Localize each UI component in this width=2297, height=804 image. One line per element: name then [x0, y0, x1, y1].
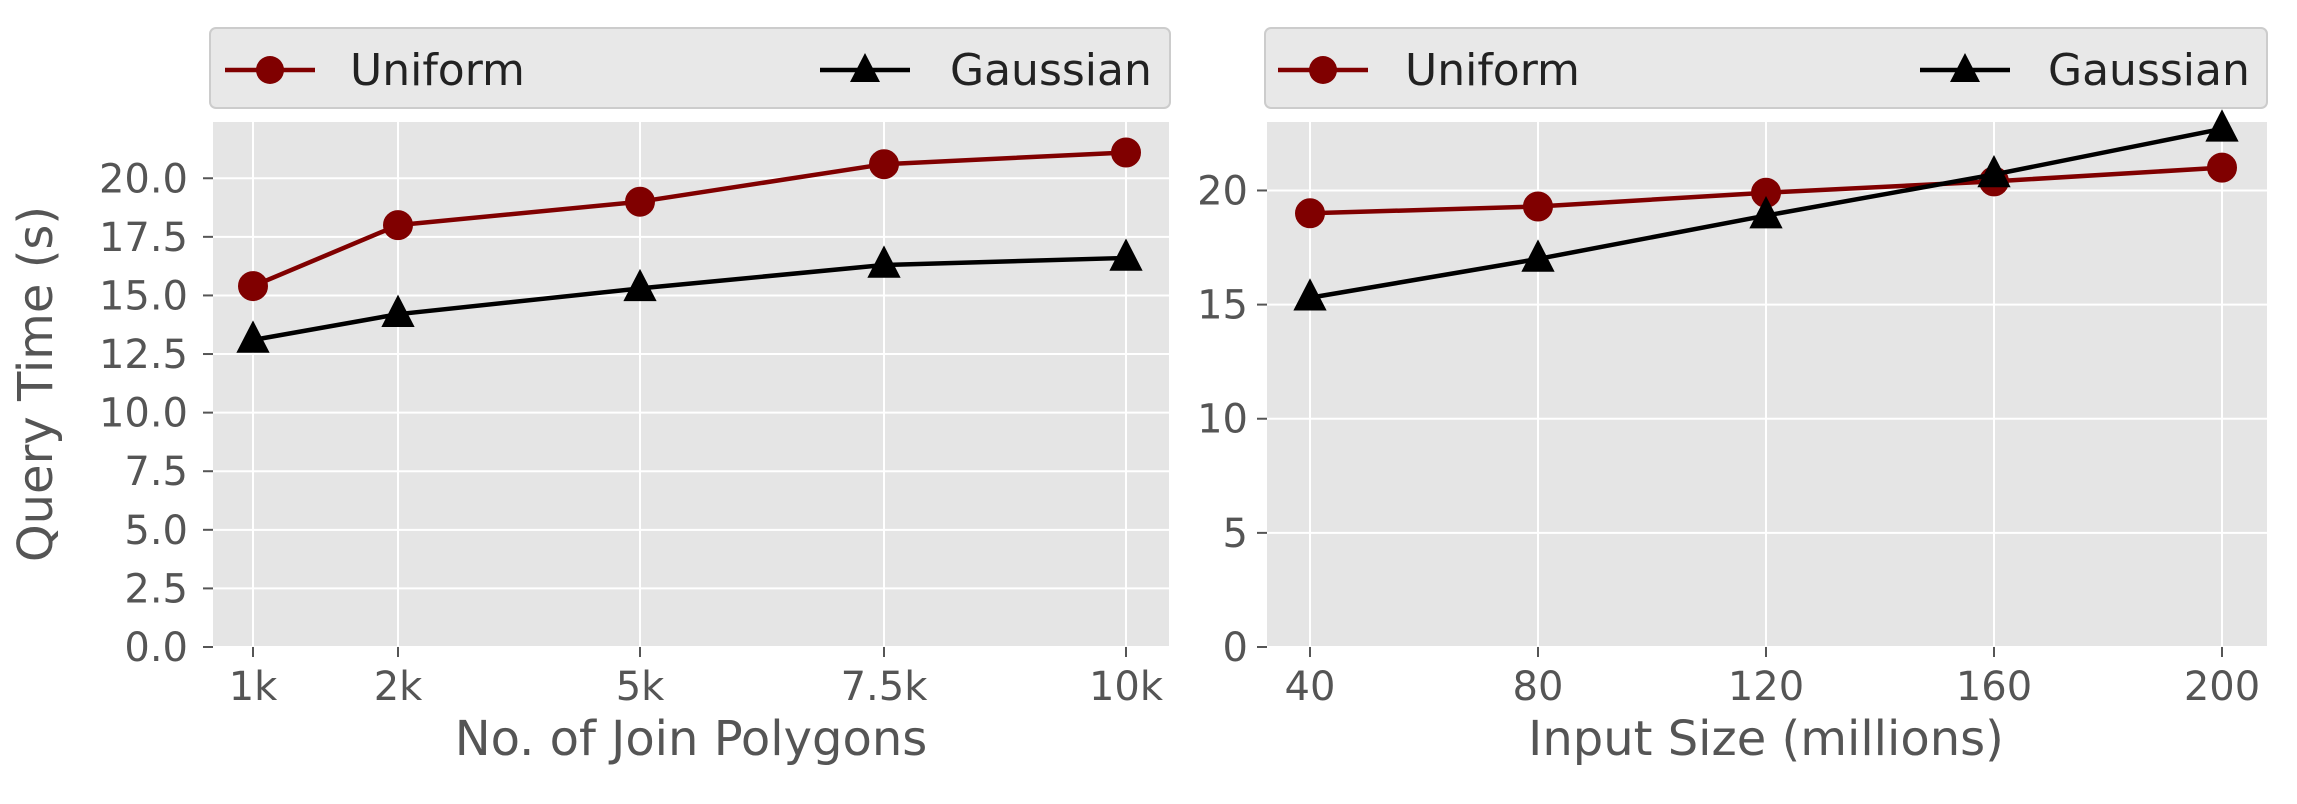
legend-marker-gaussian [1950, 53, 1980, 82]
y-tick-label: 7.5 [124, 449, 188, 495]
y-tick-label: 20.0 [99, 156, 188, 202]
plot-background [213, 122, 1169, 647]
y-tick-label: 5.0 [124, 508, 188, 554]
data-point-uniform [625, 186, 655, 217]
data-point-gaussian [1977, 154, 2011, 188]
x-tick-label: 1k [229, 664, 278, 710]
legend-marker-uniform [1309, 56, 1337, 84]
chart-panel-left: 0.0 2.5 5.0 7.5 10.0 12.5 15.0 17.5 20.0 1k 2k 5k 7.… [8, 27, 1171, 767]
y-axis-label: Query Time (s) [8, 206, 64, 562]
data-point-gaussian [1521, 239, 1555, 272]
x-tick-label: 160 [1956, 664, 2032, 710]
legend-marker-uniform [256, 56, 284, 84]
data-point-uniform [383, 210, 413, 241]
y-tick-label: 0.0 [124, 625, 188, 671]
data-point-gaussian [381, 294, 415, 327]
y-tick-label: 10 [1197, 397, 1248, 443]
data-point-uniform [2207, 152, 2237, 183]
data-point-uniform [1523, 191, 1553, 222]
y-tick-label: 2.5 [124, 566, 188, 612]
y-tick-label: 12.5 [99, 332, 188, 378]
data-point-uniform [238, 271, 268, 302]
x-tick-label: 2k [374, 664, 423, 710]
x-tick-label: 5k [616, 664, 665, 710]
legend-label-gaussian: Gaussian [950, 45, 1152, 96]
x-axis-label: No. of Join Polygons [455, 711, 928, 767]
data-point-gaussian [236, 320, 270, 353]
x-tick-label: 40 [1285, 664, 1336, 710]
legend-label-gaussian: Gaussian [2048, 45, 2250, 96]
y-tick-label: 5 [1223, 511, 1248, 557]
data-point-uniform [869, 149, 899, 180]
y-tick-label: 15 [1197, 283, 1248, 329]
x-tick-label: 80 [1513, 664, 1564, 710]
x-tick-label: 200 [2184, 664, 2260, 710]
data-point-uniform [1111, 137, 1141, 168]
y-tick-label: 17.5 [99, 215, 188, 261]
x-tick-label: 7.5k [841, 664, 929, 710]
data-point-gaussian [2205, 109, 2239, 142]
y-tick-label: 10.0 [99, 391, 188, 437]
data-point-gaussian [623, 268, 657, 302]
legend-box [209, 27, 1171, 109]
data-point-gaussian [1109, 238, 1143, 271]
y-tick-label: 0 [1223, 625, 1248, 671]
x-tick-label: 10k [1089, 664, 1164, 710]
legend-label-uniform: Uniform [350, 45, 525, 96]
legend-label-uniform: Uniform [1405, 45, 1580, 96]
data-point-gaussian [1749, 196, 1783, 229]
legend-box [1264, 27, 2268, 109]
data-point-gaussian [867, 245, 901, 278]
x-tick-label: 120 [1728, 664, 1804, 710]
legend-marker-gaussian [850, 53, 880, 82]
y-tick-label: 20 [1197, 168, 1248, 214]
data-point-uniform [1295, 198, 1325, 229]
y-tick-label: 15.0 [99, 273, 188, 319]
data-point-gaussian [1293, 278, 1327, 311]
chart-panel-right: 0 5 10 15 20 40 80 120 160 200 Uniform Gaussian Inpu… [1197, 27, 2268, 767]
x-axis-label: Input Size (millions) [1528, 711, 2004, 767]
